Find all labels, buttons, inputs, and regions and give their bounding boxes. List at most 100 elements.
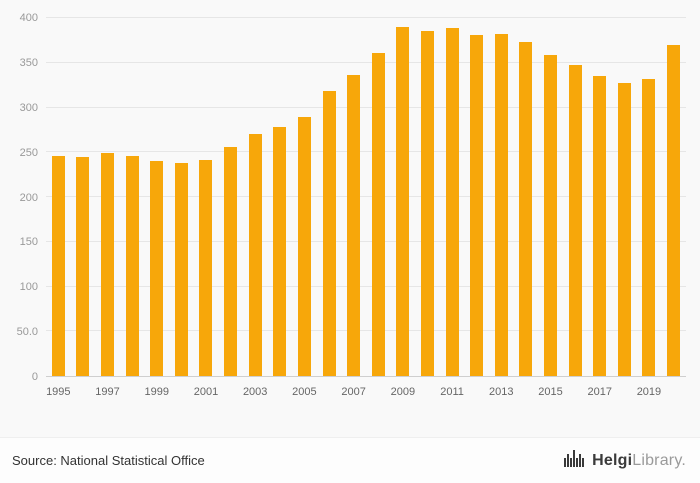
y-tick-label: 200 [19,191,38,204]
bar-slot [489,18,514,376]
x-tick-label: 2001 [193,386,219,398]
bar-slot [144,18,169,376]
bar-2003 [248,134,262,376]
x-tick-label [612,381,637,399]
logo-text-light: Library. [632,451,686,469]
y-tick-label: 400 [19,12,38,24]
x-tick-label [366,381,391,399]
bar-slot [464,18,489,376]
x-tick-label [464,381,489,399]
x-tick-label [415,381,440,399]
y-tick-label: 150 [19,236,38,249]
bar-2010 [420,30,434,376]
bar-1999 [150,161,164,376]
y-tick-label: 300 [19,101,38,114]
y-tick-label: 50.0 [16,326,38,339]
bar-slot [317,18,342,376]
bar-slot [194,18,219,376]
x-tick-label [267,381,292,399]
x-tick-label: 1995 [46,386,71,398]
x-tick-label: 2003 [242,386,268,398]
bar-2011 [445,27,459,376]
bar-slot [46,18,71,376]
bar-slot [415,18,440,376]
bar-2002 [224,146,238,376]
skyline-icon [564,449,586,472]
x-tick-label: 1997 [95,386,120,398]
bars-container [46,18,686,376]
bar-2004 [273,127,287,376]
gridline [46,330,686,332]
bar-slot [563,18,588,376]
y-tick-label: 100 [19,281,38,294]
x-tick-label: 2009 [390,386,416,398]
bar-slot [661,18,686,376]
x-tick-label [71,381,96,399]
x-tick-label: 2007 [341,386,366,398]
bar-slot [587,18,612,376]
gridline [46,17,686,18]
y-tick-label: 250 [19,146,38,159]
helgi-library-logo[interactable]: HelgiLibrary. [564,449,686,472]
x-tick-label: 1999 [144,386,169,398]
x-tick-label [563,381,588,399]
footer: Source: National Statistical Office Helg… [0,437,700,483]
x-tick-label: 2019 [636,386,662,398]
bar-2012 [470,35,484,376]
bar-slot [612,18,637,376]
bar-2008 [371,52,385,376]
x-tick-label: 2015 [538,386,563,398]
gridline [46,61,686,63]
x-tick-label [169,381,194,399]
bar-2007 [347,75,361,376]
y-tick-label: 350 [19,56,38,69]
bar-1997 [101,153,115,376]
bar-2005 [297,117,311,376]
bar-2015 [543,54,557,376]
bar-2001 [199,160,213,376]
bar-2016 [568,65,582,376]
bar-1998 [125,155,139,376]
bar-2009 [396,26,410,376]
x-tick-label: 2011 [440,386,464,398]
plot-area [46,17,686,377]
y-axis: 0 50.0 100 150 200 250 300 350 400 [0,12,40,383]
bar-slot [95,18,120,376]
gridline [46,196,686,197]
bar-2006 [322,90,336,376]
bar-2019 [642,78,656,376]
bar-2018 [617,83,631,376]
gridline [46,285,686,287]
gridline [46,106,686,108]
bar-slot [637,18,662,376]
x-tick-label [661,381,686,399]
logo-text: HelgiLibrary. [592,452,686,470]
bar-2020 [667,44,681,376]
bar-slot [366,18,391,376]
bar-slot [120,18,145,376]
logo-text-bold: Helgi [592,451,633,469]
gridline [46,151,686,153]
x-axis: 1995 1997 1999 2001 2003 2005 2007 2009 2011 2013… [46,381,686,399]
bar-slot [243,18,268,376]
bar-chart: 0 50.0 100 150 200 250 300 350 400 1995 1997 1999 2… [0,12,686,399]
bar-2000 [174,163,188,376]
bar-2013 [494,34,508,376]
gridline [46,240,686,242]
bar-2017 [593,76,607,376]
bar-slot [218,18,243,376]
bar-slot [341,18,366,376]
bar-slot [292,18,317,376]
x-tick-label: 2013 [489,386,514,398]
bar-slot [514,18,539,376]
x-tick-label [514,381,539,399]
x-tick-label [317,381,342,399]
x-tick-label [120,381,145,399]
x-tick-label: 2005 [292,386,317,398]
bar-slot [267,18,292,376]
bar-1995 [51,155,65,376]
bar-slot [440,18,465,376]
bar-2014 [519,42,533,376]
x-tick-label [218,381,243,399]
